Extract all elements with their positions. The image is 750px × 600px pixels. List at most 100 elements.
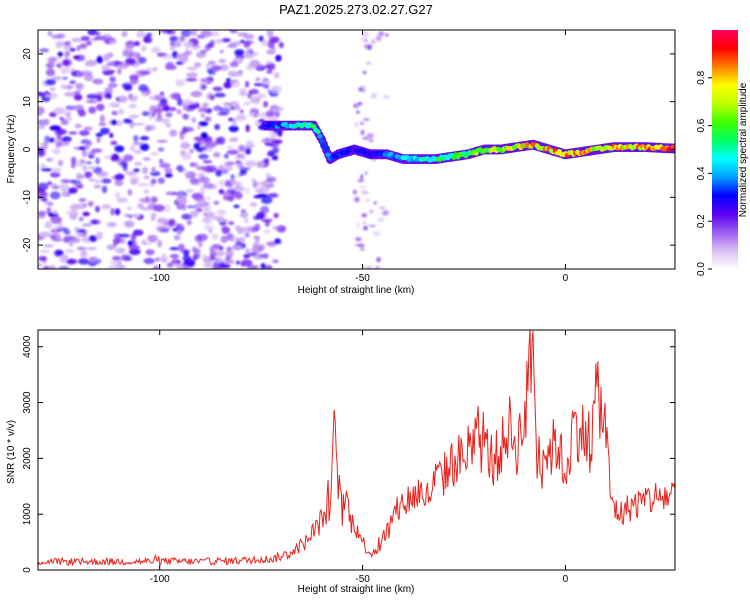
noise-blob [76, 175, 85, 179]
noise-blob [273, 212, 279, 219]
noise-blob [205, 63, 211, 70]
noise-blob [375, 35, 382, 41]
noise-blob [118, 108, 124, 115]
noise-blob [253, 242, 259, 249]
noise-blob [244, 217, 249, 224]
noise-blob [244, 232, 250, 238]
noise-blob [218, 263, 231, 269]
noise-blob [243, 101, 252, 106]
noise-blob [145, 32, 153, 38]
noise-blob [123, 85, 133, 91]
noise-blob [213, 151, 221, 158]
noise-blob [363, 31, 369, 38]
noise-blob [57, 61, 64, 70]
noise-blob [362, 70, 367, 75]
noise-blob [175, 79, 185, 87]
noise-blob [260, 262, 266, 269]
noise-blob [153, 204, 165, 212]
noise-blob [215, 38, 223, 44]
noise-blob [49, 112, 57, 118]
noise-blob [266, 30, 274, 38]
noise-blob [88, 178, 95, 182]
noise-blob [189, 178, 200, 185]
noise-blob [124, 44, 135, 49]
noise-blob [262, 253, 269, 259]
noise-blob [256, 93, 267, 99]
noise-blob [84, 61, 96, 67]
noise-blob [224, 161, 235, 166]
noise-blob [227, 259, 235, 264]
noise-blob [38, 91, 44, 97]
noise-blob [88, 151, 96, 155]
noise-blob [265, 60, 272, 66]
noise-blob [130, 233, 137, 241]
noise-blob [209, 250, 217, 258]
noise-blob [153, 107, 163, 114]
noise-blob [61, 69, 66, 75]
noise-blob [86, 40, 92, 46]
noise-blob [207, 70, 216, 75]
noise-blob [71, 37, 83, 43]
noise-blob [109, 132, 114, 138]
noise-blob [48, 265, 57, 269]
noise-blob [73, 94, 83, 101]
noise-blob [364, 170, 368, 176]
noise-blob [352, 103, 359, 109]
noise-blob [163, 204, 171, 213]
noise-blob [186, 72, 198, 78]
noise-blob [64, 51, 71, 57]
noise-blob [370, 92, 377, 99]
noise-blob [120, 160, 128, 168]
noise-blob [197, 106, 204, 113]
noise-blob [362, 221, 366, 225]
noise-blob [225, 249, 234, 257]
noise-blob [356, 110, 360, 114]
noise-blob [64, 41, 71, 46]
noise-blob [49, 172, 61, 178]
noise-blob [41, 168, 53, 172]
noise-blob [38, 182, 49, 191]
noise-blob [150, 178, 157, 184]
noise-blob [191, 246, 197, 253]
noise-blob [202, 102, 209, 108]
track-cell [323, 146, 329, 152]
noise-blob [199, 83, 207, 91]
noise-blob [85, 99, 98, 104]
noise-blob [360, 122, 364, 125]
noise-blob [253, 235, 260, 240]
noise-blob [103, 92, 112, 99]
noise-blob [150, 213, 157, 218]
noise-blob [369, 210, 374, 213]
noise-blob [70, 210, 79, 216]
noise-blob [157, 239, 163, 248]
noise-blob [88, 200, 94, 207]
noise-blob [169, 247, 180, 251]
noise-blob [214, 257, 224, 263]
noise-blob [354, 196, 360, 203]
noise-blob [230, 137, 239, 142]
noise-blob [272, 146, 280, 154]
noise-blob [260, 196, 273, 204]
noise-blob [211, 265, 222, 269]
noise-blob [261, 139, 273, 143]
noise-blob [96, 137, 101, 143]
noise-blob [87, 154, 95, 159]
noise-blob [274, 106, 284, 112]
noise-blob [263, 228, 271, 234]
noise-blob [88, 235, 98, 242]
noise-blob [205, 108, 213, 114]
noise-blob [143, 189, 150, 194]
noise-blob [271, 156, 279, 161]
noise-blob [64, 117, 74, 121]
noise-blob [150, 152, 159, 156]
snr-x-tick-label: 0 [563, 574, 569, 585]
noise-blob [223, 153, 229, 159]
noise-blob [378, 31, 385, 37]
noise-blob [65, 111, 71, 118]
noise-blob [242, 226, 253, 233]
noise-blob [55, 128, 67, 135]
noise-blob [46, 157, 54, 162]
noise-blob [245, 187, 250, 194]
noise-blob [360, 174, 364, 180]
noise-blob [93, 184, 102, 189]
